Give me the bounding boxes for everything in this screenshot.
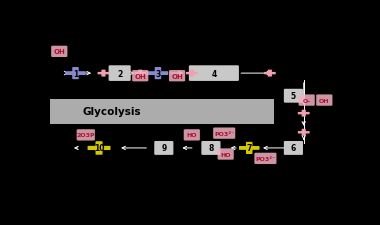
FancyBboxPatch shape xyxy=(201,141,220,155)
FancyBboxPatch shape xyxy=(186,73,198,75)
FancyBboxPatch shape xyxy=(77,130,95,141)
FancyBboxPatch shape xyxy=(87,146,111,150)
FancyBboxPatch shape xyxy=(213,128,235,139)
Text: 7: 7 xyxy=(247,144,252,153)
FancyBboxPatch shape xyxy=(101,70,106,77)
FancyBboxPatch shape xyxy=(302,110,306,117)
FancyBboxPatch shape xyxy=(264,73,276,75)
FancyBboxPatch shape xyxy=(169,71,185,82)
Text: 4: 4 xyxy=(211,69,217,78)
FancyBboxPatch shape xyxy=(98,73,109,75)
Text: OH: OH xyxy=(171,73,183,79)
FancyBboxPatch shape xyxy=(316,95,332,106)
Text: 3: 3 xyxy=(155,69,161,78)
FancyBboxPatch shape xyxy=(299,95,315,106)
Text: 5: 5 xyxy=(291,92,296,101)
Text: OH: OH xyxy=(135,73,146,79)
FancyBboxPatch shape xyxy=(51,47,67,58)
Text: 2: 2 xyxy=(117,69,122,78)
FancyBboxPatch shape xyxy=(254,153,277,164)
Text: OH: OH xyxy=(54,49,65,55)
Text: OH: OH xyxy=(319,98,329,103)
FancyBboxPatch shape xyxy=(147,72,168,76)
FancyBboxPatch shape xyxy=(284,89,303,103)
Text: 8: 8 xyxy=(208,144,214,153)
FancyBboxPatch shape xyxy=(132,71,148,82)
FancyBboxPatch shape xyxy=(138,70,142,77)
FancyBboxPatch shape xyxy=(302,129,306,136)
FancyBboxPatch shape xyxy=(218,149,234,160)
FancyBboxPatch shape xyxy=(298,131,310,134)
Text: PO3²⁻: PO3²⁻ xyxy=(255,156,276,161)
Text: PO3²⁻: PO3²⁻ xyxy=(214,131,234,136)
FancyBboxPatch shape xyxy=(189,66,239,82)
FancyBboxPatch shape xyxy=(72,68,79,80)
FancyBboxPatch shape xyxy=(154,141,173,155)
FancyBboxPatch shape xyxy=(155,68,161,80)
Text: 1: 1 xyxy=(73,69,78,78)
Text: Glycolysis: Glycolysis xyxy=(83,107,142,117)
FancyBboxPatch shape xyxy=(184,130,200,141)
Text: HO: HO xyxy=(187,133,197,138)
Text: 2O3P: 2O3P xyxy=(76,133,95,138)
FancyBboxPatch shape xyxy=(284,141,303,155)
FancyBboxPatch shape xyxy=(51,100,274,124)
Text: O-: O- xyxy=(302,98,311,103)
FancyBboxPatch shape xyxy=(109,66,131,82)
FancyBboxPatch shape xyxy=(268,70,272,77)
FancyBboxPatch shape xyxy=(239,146,260,150)
Text: 6: 6 xyxy=(291,144,296,153)
FancyBboxPatch shape xyxy=(65,72,86,76)
FancyBboxPatch shape xyxy=(298,112,310,115)
FancyBboxPatch shape xyxy=(190,70,194,77)
FancyBboxPatch shape xyxy=(135,73,146,75)
Text: HO: HO xyxy=(220,152,231,157)
Text: 9: 9 xyxy=(161,144,166,153)
FancyBboxPatch shape xyxy=(246,142,252,154)
FancyBboxPatch shape xyxy=(95,142,103,155)
Text: 10: 10 xyxy=(94,144,104,153)
